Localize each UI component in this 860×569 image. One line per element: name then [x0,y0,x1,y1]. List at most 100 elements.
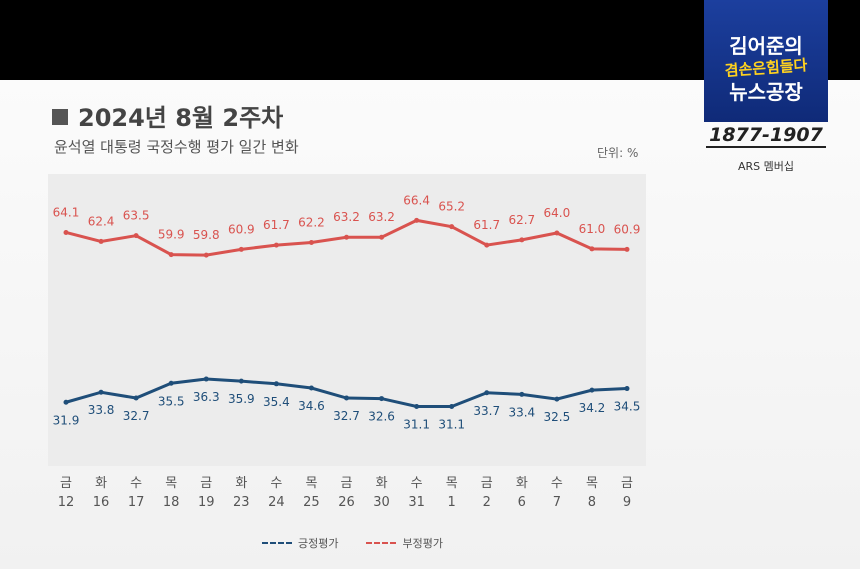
data-label-negative: 64.1 [53,205,80,219]
data-point-positive [449,403,455,409]
legend-label-negative: 부정평가 [402,537,443,550]
x-tick-date: 25 [303,495,320,510]
x-tick-date: 17 [128,495,145,510]
data-label-positive: 34.2 [579,401,606,415]
data-label-negative: 61.7 [263,218,290,232]
data-point-positive [308,385,314,391]
data-point-positive [624,386,630,392]
data-label-negative: 62.4 [88,214,115,228]
x-tick-date: 8 [588,495,596,510]
x-tick-day: 화 [235,476,247,491]
data-label-negative: 62.2 [298,215,325,229]
x-tick-date: 23 [233,495,250,510]
data-label-negative: 66.4 [403,193,430,207]
data-label-negative: 61.7 [473,218,500,232]
x-tick-date: 9 [623,495,631,510]
data-point-negative [449,224,455,230]
data-label-negative: 60.9 [614,222,641,236]
data-label-positive: 34.6 [298,399,325,413]
data-label-negative: 60.9 [228,222,255,236]
data-label-positive: 34.5 [614,400,641,414]
x-tick-date: 12 [58,495,75,510]
data-point-negative [624,246,630,252]
data-point-negative [484,242,490,248]
data-point-negative [98,238,104,244]
data-label-positive: 32.5 [544,410,571,424]
data-label-positive: 33.7 [473,404,500,418]
data-label-negative: 63.5 [123,209,150,223]
show-logo: 김어준의 겸손은힘들다 뉴스공장 [704,0,828,122]
data-point-positive [273,381,279,387]
data-label-negative: 65.2 [438,200,465,214]
x-tick-day: 화 [376,476,388,491]
data-point-negative [554,230,560,236]
title-square-icon [52,109,68,125]
data-point-positive [98,389,104,395]
x-tick-day: 금 [60,476,72,491]
data-label-positive: 36.3 [193,390,220,404]
x-tick-date: 26 [338,495,355,510]
x-tick-day: 수 [551,476,563,491]
x-tick-day: 화 [516,476,528,491]
data-point-positive [554,396,560,402]
data-point-negative [589,246,595,252]
data-label-negative: 63.2 [333,210,360,224]
data-label-positive: 35.5 [158,394,185,408]
data-label-positive: 31.9 [53,413,80,427]
legend-swatch-positive [262,542,292,544]
chart-subtitle: 윤석열 대통령 국정수행 평가 일간 변화 [54,138,299,156]
legend-item-negative: 부정평가 [366,535,443,551]
data-point-negative [273,242,279,248]
data-point-negative [203,252,209,258]
data-point-positive [414,403,420,409]
x-tick-day: 목 [305,476,317,491]
title-text: 2024년 8월 2주차 [78,104,284,132]
data-point-negative [379,234,385,240]
x-tick-date: 19 [198,495,215,510]
unit-label: 단위: % [597,146,639,160]
legend-swatch-negative [366,542,397,544]
data-label-positive: 32.6 [368,410,395,424]
ars-membership: ARS 멤버십 [737,160,794,173]
x-tick-day: 금 [200,476,212,491]
data-label-positive: 35.9 [228,392,255,406]
data-point-negative [344,234,349,240]
data-point-negative [414,217,420,223]
x-tick-day: 금 [341,476,353,491]
x-tick-day: 목 [446,476,458,491]
data-label-negative: 61.0 [579,222,606,236]
x-tick-date: 18 [163,495,180,510]
logo-line-1: 김어준의 [729,34,803,58]
data-point-negative [168,252,174,258]
data-label-negative: 64.0 [544,206,571,220]
data-point-positive [484,390,490,396]
phone-number: 1877-1907 [706,124,826,148]
x-tick-date: 24 [268,495,285,510]
data-point-positive [133,395,139,401]
data-label-positive: 33.8 [88,403,115,417]
series-line-positive [65,377,628,408]
legend-item-positive: 긍정평가 [262,535,338,551]
data-label-negative: 63.2 [368,210,395,224]
x-tick-date: 16 [93,495,110,510]
x-tick-day: 목 [586,476,598,491]
plot-area [48,174,646,466]
data-point-positive [168,380,174,386]
data-label-positive: 32.7 [333,409,360,423]
page-title: 2024년 8월 2주차 [52,98,283,133]
data-label-positive: 32.7 [123,409,150,423]
data-point-negative [308,239,314,245]
logo-line-3: 뉴스공장 [729,80,803,104]
data-label-negative: 59.9 [158,228,185,242]
data-point-negative [133,233,139,239]
data-point-negative [519,237,525,243]
x-tick-date: 1 [448,495,456,510]
x-tick-day: 금 [481,476,493,491]
x-tick-day: 금 [621,476,633,491]
x-tick-date: 7 [553,495,561,510]
chart-legend: 긍정평가 부정평가 [262,535,443,551]
x-tick-date: 6 [518,495,526,510]
data-point-negative [238,246,244,252]
x-tick-day: 목 [165,476,177,491]
